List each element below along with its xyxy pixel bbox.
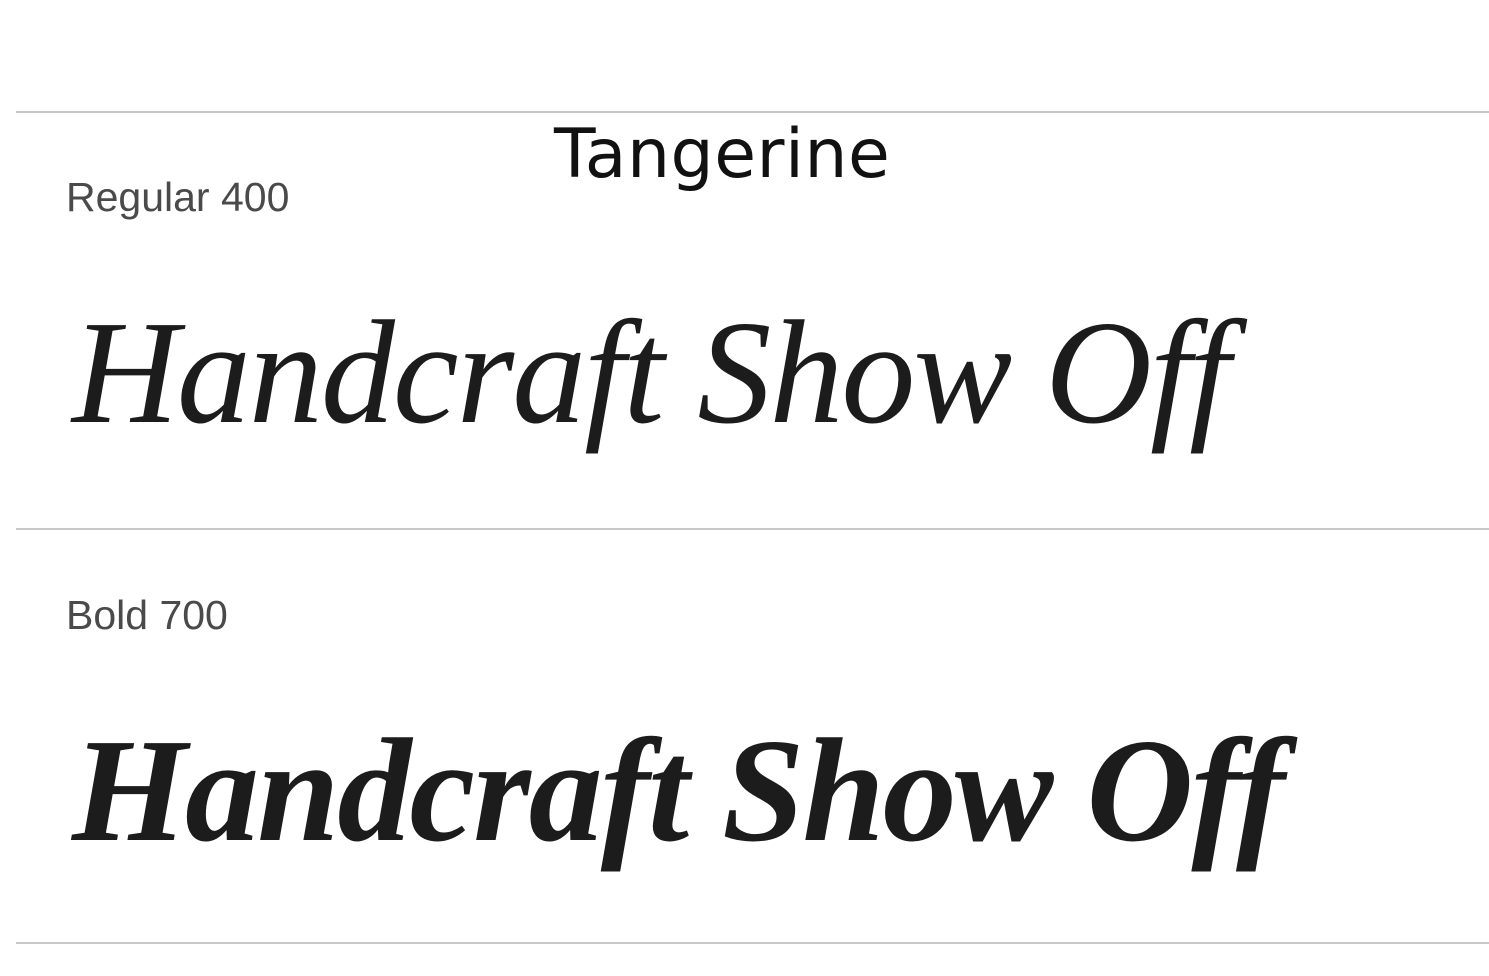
- style-label-bold: Bold 700: [66, 592, 228, 638]
- bottom-divider: [16, 942, 1489, 944]
- font-title: Tangerine: [554, 115, 891, 194]
- sample-text-bold: Handcraft Show Off: [72, 709, 1285, 873]
- middle-divider: [16, 528, 1489, 530]
- sample-text-regular: Handcraft Show Off: [72, 291, 1230, 455]
- style-label-regular: Regular 400: [66, 174, 290, 220]
- top-divider: [16, 111, 1489, 113]
